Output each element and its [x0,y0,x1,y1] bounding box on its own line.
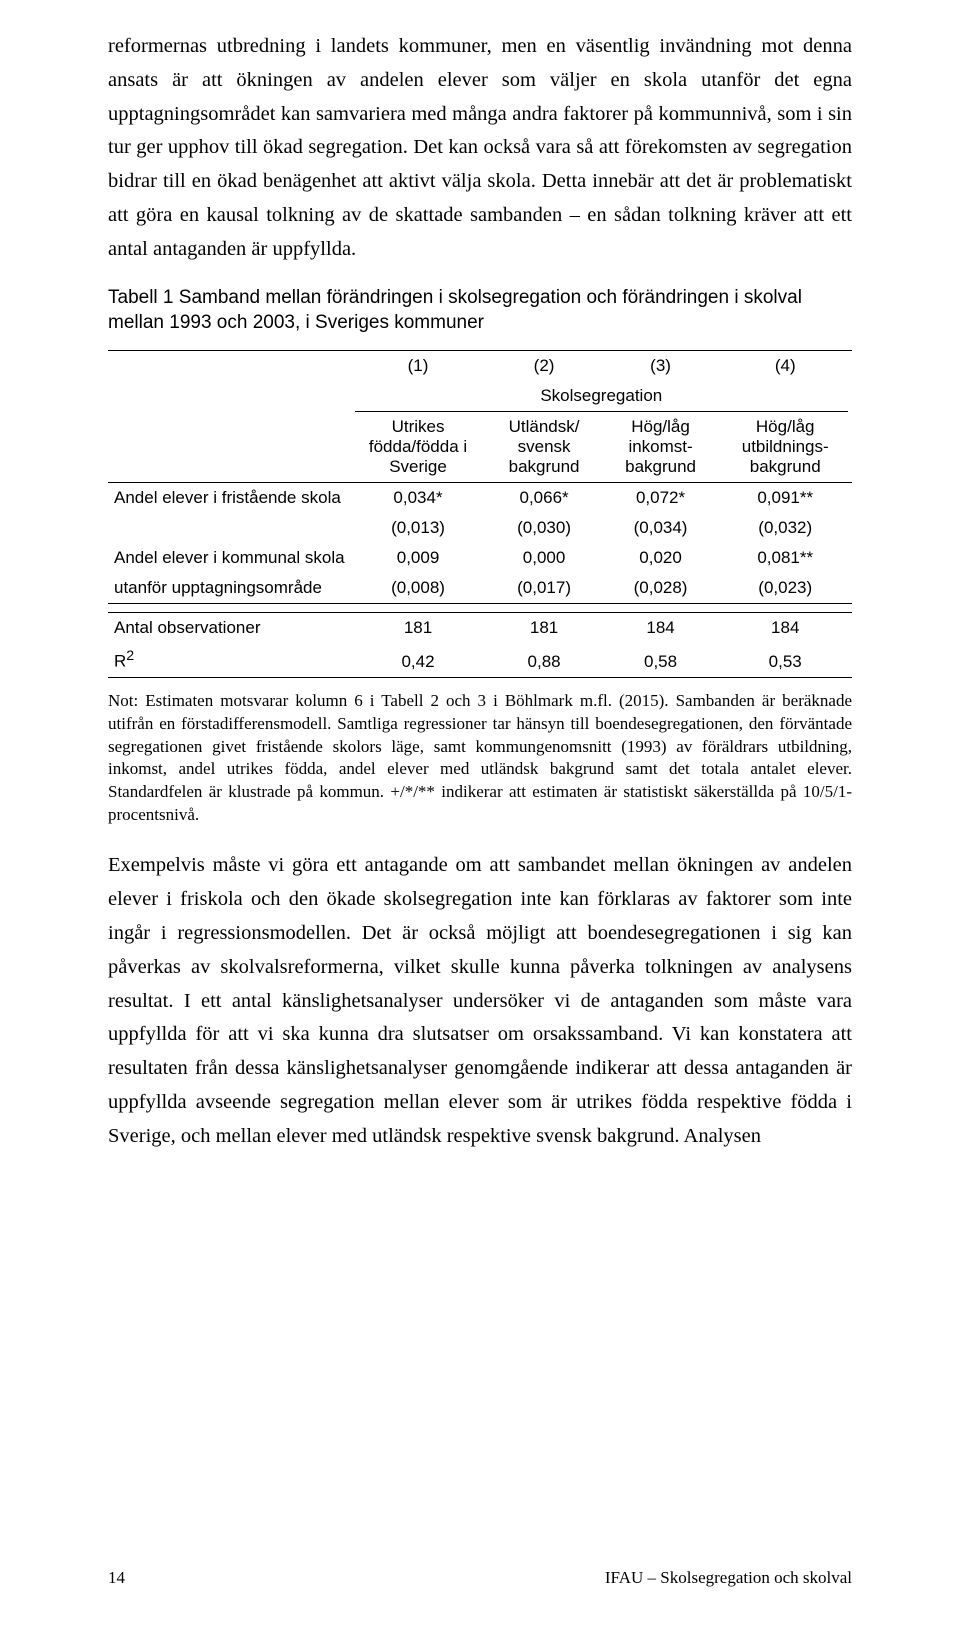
cell-se: (0,030) [485,513,602,543]
cell: 0,53 [718,643,852,677]
cell: 0,000 [485,543,602,573]
data-table: (1) (2) (3) (4) Skolsegregation Utrikes … [108,350,852,678]
cell: 184 [603,612,719,643]
paragraph-1: reformernas utbredning i landets kommune… [108,30,852,267]
cell: 181 [351,612,486,643]
cell-se: (0,008) [351,573,486,604]
cell-se: (0,023) [718,573,852,604]
col-header-3: Hög/låg inkomst-bakgrund [603,412,719,483]
cell: 0,072* [603,482,719,513]
col-num-2: (2) [485,350,602,381]
paragraph-2: Exempelvis måste vi göra ett antagande o… [108,849,852,1153]
col-num-1: (1) [351,350,486,381]
cell: 0,081** [718,543,852,573]
cell: 0,58 [603,643,719,677]
row-label-fristaende: Andel elever i fristående skola [108,482,351,513]
cell: 0,020 [603,543,719,573]
cell: 0,091** [718,482,852,513]
cell: 0,066* [485,482,602,513]
cell: 184 [718,612,852,643]
row-label-r2: R2 [108,643,351,677]
running-head: IFAU – Skolsegregation och skolval [605,1568,852,1588]
table-note: Not: Estimaten motsvarar kolumn 6 i Tabe… [108,690,852,828]
cell: 181 [485,612,602,643]
row-label-obs: Antal observationer [108,612,351,643]
row-label-kommunal: Andel elever i kommunal skola [108,543,351,573]
col-num-3: (3) [603,350,719,381]
row-label-utanfor: utanför upptagningsområde [108,573,351,604]
col-num-4: (4) [718,350,852,381]
cell: 0,42 [351,643,486,677]
page-number: 14 [108,1568,125,1588]
col-header-4: Hög/låg utbildnings-bakgrund [718,412,852,483]
cell-se: (0,017) [485,573,602,604]
cell: 0,009 [351,543,486,573]
cell-se: (0,013) [351,513,486,543]
cell-se: (0,034) [603,513,719,543]
table-title: Tabell 1 Samband mellan förändringen i s… [108,285,852,336]
cell-se: (0,028) [603,573,719,604]
spanner-label: Skolsegregation [351,381,852,411]
col-header-2: Utländsk/ svensk bakgrund [485,412,602,483]
cell: 0,88 [485,643,602,677]
page-footer: 14 IFAU – Skolsegregation och skolval [108,1568,852,1588]
cell: 0,034* [351,482,486,513]
cell-se: (0,032) [718,513,852,543]
col-header-1: Utrikes födda/födda i Sverige [351,412,486,483]
page: reformernas utbredning i landets kommune… [0,0,960,1628]
